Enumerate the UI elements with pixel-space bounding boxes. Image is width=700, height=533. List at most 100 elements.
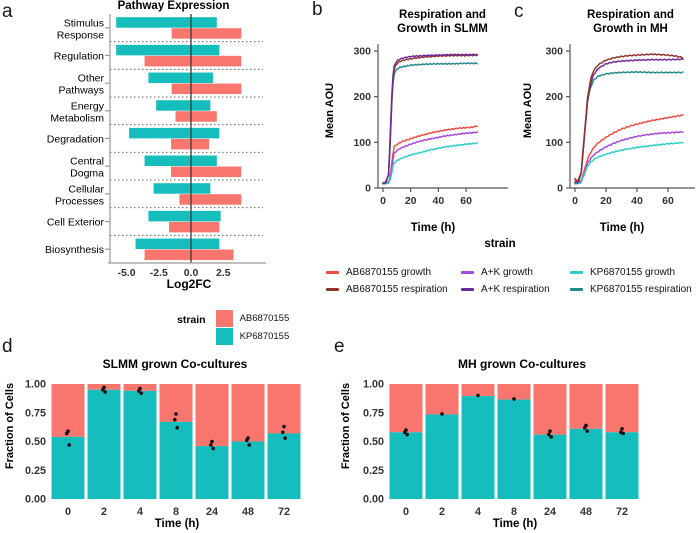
x-tick-label: 72: [278, 506, 290, 518]
y-tick-label: 0.50: [25, 436, 46, 448]
replicate-dot: [211, 446, 215, 451]
bar-top-AB6870155: [569, 384, 603, 429]
bar-top-AB6870155: [533, 384, 567, 435]
title-line-2: Growth in SLMM: [397, 23, 488, 35]
x-tick-label: 8: [173, 506, 179, 518]
y-tick-label: 0.50: [363, 436, 384, 448]
panel-letter-b: b: [312, 0, 323, 20]
range-bar-KP6870155: [156, 100, 211, 111]
panel-letter-e: e: [334, 336, 345, 357]
x-tick-label: 2: [101, 506, 107, 518]
replicate-dot: [210, 439, 214, 444]
time-axis-label-b: Time (h): [410, 222, 456, 234]
legend-entry-label: AB6870155 growth: [346, 267, 432, 278]
line-legend-entry: AB6870155 respiration: [326, 283, 448, 296]
x-tick-label: -2.5: [150, 267, 168, 279]
range-bar-AB6870155: [171, 83, 242, 95]
x-tick-label: 48: [580, 506, 592, 518]
series-line-A+K growth: [382, 131, 478, 185]
x-tick-label: 2.5: [216, 267, 231, 279]
y-tick-label: 300: [353, 46, 371, 58]
slmm-line-chart-title: Respiration and Growth in SLMM: [370, 8, 515, 36]
panel-letter-c: c: [514, 1, 524, 22]
replicate-dot: [137, 389, 141, 393]
series-line-AB6870155 respiration: [574, 53, 684, 182]
bar-top-AB6870155: [51, 384, 85, 437]
range-bar-AB6870155: [144, 249, 234, 261]
x-tick-label: 24: [544, 506, 556, 518]
legend-line-swatch: [570, 288, 583, 291]
series-line-AB6870155 respiration: [382, 54, 478, 184]
x-tick-label: 40: [631, 195, 643, 207]
replicate-dot: [139, 391, 143, 395]
replicate-dot: [512, 397, 516, 401]
category-label: Biosynthesis: [45, 244, 104, 256]
line-chart-legend: strain AB6870155 growth AB6870155 respira…: [300, 238, 700, 304]
mh-line-chart: 0 100 200 300 0 20 40 60: [545, 44, 695, 207]
y-tick-label: 200: [545, 91, 563, 103]
legend-line-swatch: [461, 288, 474, 291]
replicate-dot: [209, 443, 213, 447]
replicate-dot: [549, 435, 553, 439]
x-tick-label: 60: [460, 195, 472, 207]
range-bar-KP6870155: [148, 210, 221, 222]
x-tick-label: 60: [662, 195, 674, 207]
mh-cocultures-chart: 0.000.250.500.751.000 2 4 8 24 48 72: [363, 379, 639, 518]
range-bar-KP6870155: [129, 127, 220, 139]
x-tick-label: 72: [616, 506, 628, 518]
y-tick-label: 0.25: [363, 465, 384, 477]
replicate-dot: [620, 427, 624, 431]
replicate-dot: [101, 387, 105, 392]
bar-bottom-KP6870155: [569, 428, 603, 499]
fill-legend-title: strain: [177, 314, 206, 326]
x-tick-label: 2: [439, 506, 445, 518]
x-tick-label: 0: [65, 506, 71, 518]
bar-bottom-KP6870155: [497, 399, 531, 499]
y-tick-label: 100: [545, 137, 563, 149]
category-label: Dogma: [70, 168, 104, 180]
legend-entry-label: A+K growth: [481, 267, 533, 278]
replicate-dot: [282, 424, 286, 429]
y-tick-label: 100: [353, 137, 371, 149]
legend-line-swatch: [570, 271, 583, 274]
replicate-dot: [103, 390, 107, 394]
legend-entry-label: KP6870155 respiration: [590, 284, 692, 295]
x-tick-label: -5.0: [117, 267, 135, 279]
category-label: Cell Exterior: [47, 217, 105, 229]
y-tick-label: 200: [353, 91, 371, 103]
title-line-1: Respiration and: [399, 9, 486, 21]
y-tick-label: 1.00: [25, 379, 46, 391]
panel-letter-a: a: [2, 1, 13, 22]
time-axis-label-c: Time (h): [599, 222, 645, 234]
category-label: Energy: [71, 100, 105, 112]
y-tick-label: 0.25: [25, 465, 46, 477]
x-tick-label: 0: [403, 506, 409, 518]
bar-bottom-KP6870155: [123, 390, 157, 499]
category-label: Central: [70, 156, 104, 168]
title-line-1: Respiration and: [587, 9, 674, 21]
replicate-dot: [405, 432, 409, 437]
bar-top-AB6870155: [497, 384, 531, 400]
replicate-dot: [245, 438, 249, 443]
panel-letter-d: d: [2, 336, 13, 357]
log2fc-axis-label: Log2FC: [166, 277, 212, 291]
slmm-line-chart: 0 100 200 300 0 20 40 60: [353, 44, 508, 207]
range-bar-AB6870155: [179, 194, 242, 205]
replicate-dot: [174, 412, 178, 416]
replicate-dot: [547, 432, 551, 437]
pathway-expression-title: Pathway Expression: [117, 0, 230, 12]
x-tick-label: 8: [511, 506, 517, 518]
fill-legend-entry: AB6870155: [215, 310, 289, 328]
bar-bottom-KP6870155: [461, 396, 495, 499]
series-line-KP6870155 respiration: [382, 62, 478, 185]
range-bar-KP6870155: [144, 155, 217, 167]
series-line-KP6870155 respiration: [574, 70, 684, 185]
legend-entry-label: KP6870155: [239, 330, 290, 342]
title-line-2: Growth in MH: [593, 23, 668, 35]
y-tick-label: 0.00: [25, 494, 46, 506]
series-line-AB6870155 growth: [382, 125, 478, 185]
category-label: Metabolism: [50, 112, 104, 124]
slmm-cocultures-title: SLMM grown Co-cultures: [102, 357, 248, 371]
replicate-dot: [583, 425, 587, 430]
